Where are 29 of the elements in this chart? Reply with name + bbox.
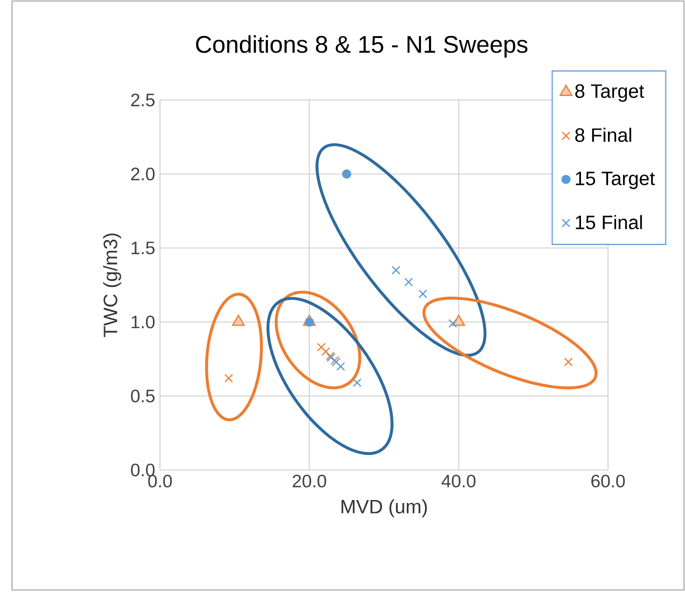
x-tick-label: 20.0 [292,474,326,488]
x-axis-title: MVD (um) [342,499,427,518]
point [448,319,458,328]
point [352,378,362,388]
y-tick-label: 1.0 [132,316,155,328]
legend-label: 15 Final [576,215,642,230]
chart-title: Conditions 8 & 15 - N1 Sweeps [196,35,528,58]
y-tick-label: 0.5 [130,390,155,402]
point [564,358,573,366]
point [392,266,400,275]
point [418,290,428,298]
legend-label: 8 Final [575,128,632,142]
point [321,347,330,356]
x-tick-label: 40.0 [442,474,476,488]
y-tick-label: 2.5 [131,94,155,106]
point [404,278,414,286]
y-tick-label: 2.0 [131,168,155,180]
y-tick-label: 0.0 [130,464,155,476]
x-tick-label: 60.0 [591,474,625,488]
point [304,317,314,327]
point [316,342,326,352]
legend-label: 15 Target [576,172,655,190]
y-tick-label: 1.5 [132,242,155,254]
point [342,169,352,179]
point [336,362,346,371]
legend-label: 8 Target [575,84,644,102]
point [224,374,234,383]
y-axis-title: TWC (g/m3) [103,234,122,338]
x-tick-label: 0.0 [148,474,172,488]
